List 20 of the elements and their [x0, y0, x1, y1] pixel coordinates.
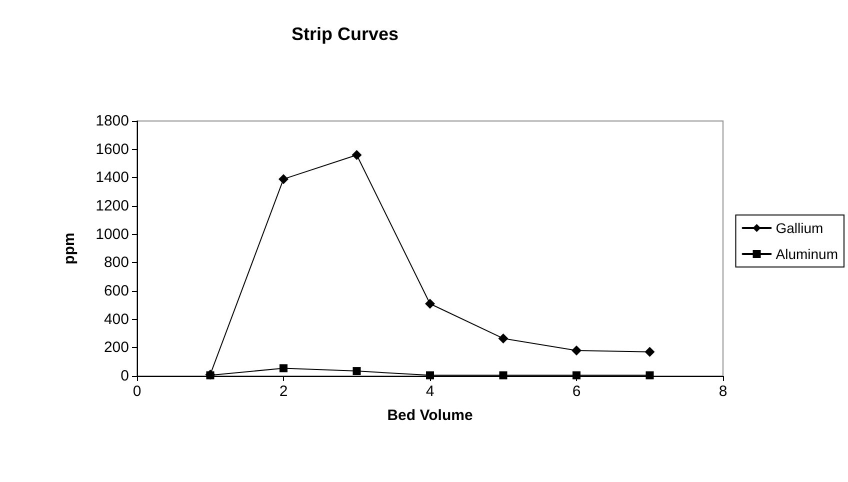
x-tick-label: 2	[279, 383, 288, 400]
y-tick-label: 1600	[96, 140, 129, 158]
legend-label: Aluminum	[776, 246, 838, 262]
y-tick-label: 1000	[96, 226, 129, 243]
y-tick-label: 0	[120, 368, 129, 384]
x-tick-label: 0	[132, 383, 142, 400]
y-tick-label: 1800	[96, 112, 129, 130]
y-tick-label: 200	[104, 339, 129, 356]
chart-title: Strip Curves	[291, 24, 399, 44]
y-tick-label: 400	[104, 310, 129, 328]
y-axis-title: ppm	[61, 232, 78, 264]
y-tick-label: 1400	[96, 169, 129, 186]
legend-label: Gallium	[776, 220, 824, 236]
y-tick-label: 800	[104, 254, 129, 272]
x-tick-label: 4	[426, 383, 434, 400]
x-axis-title: Bed Volume	[387, 407, 473, 424]
x-tick-label: 8	[718, 383, 728, 400]
y-tick-label: 600	[104, 282, 129, 300]
y-tick-label: 1200	[96, 198, 129, 214]
x-tick-label: 6	[572, 383, 581, 400]
